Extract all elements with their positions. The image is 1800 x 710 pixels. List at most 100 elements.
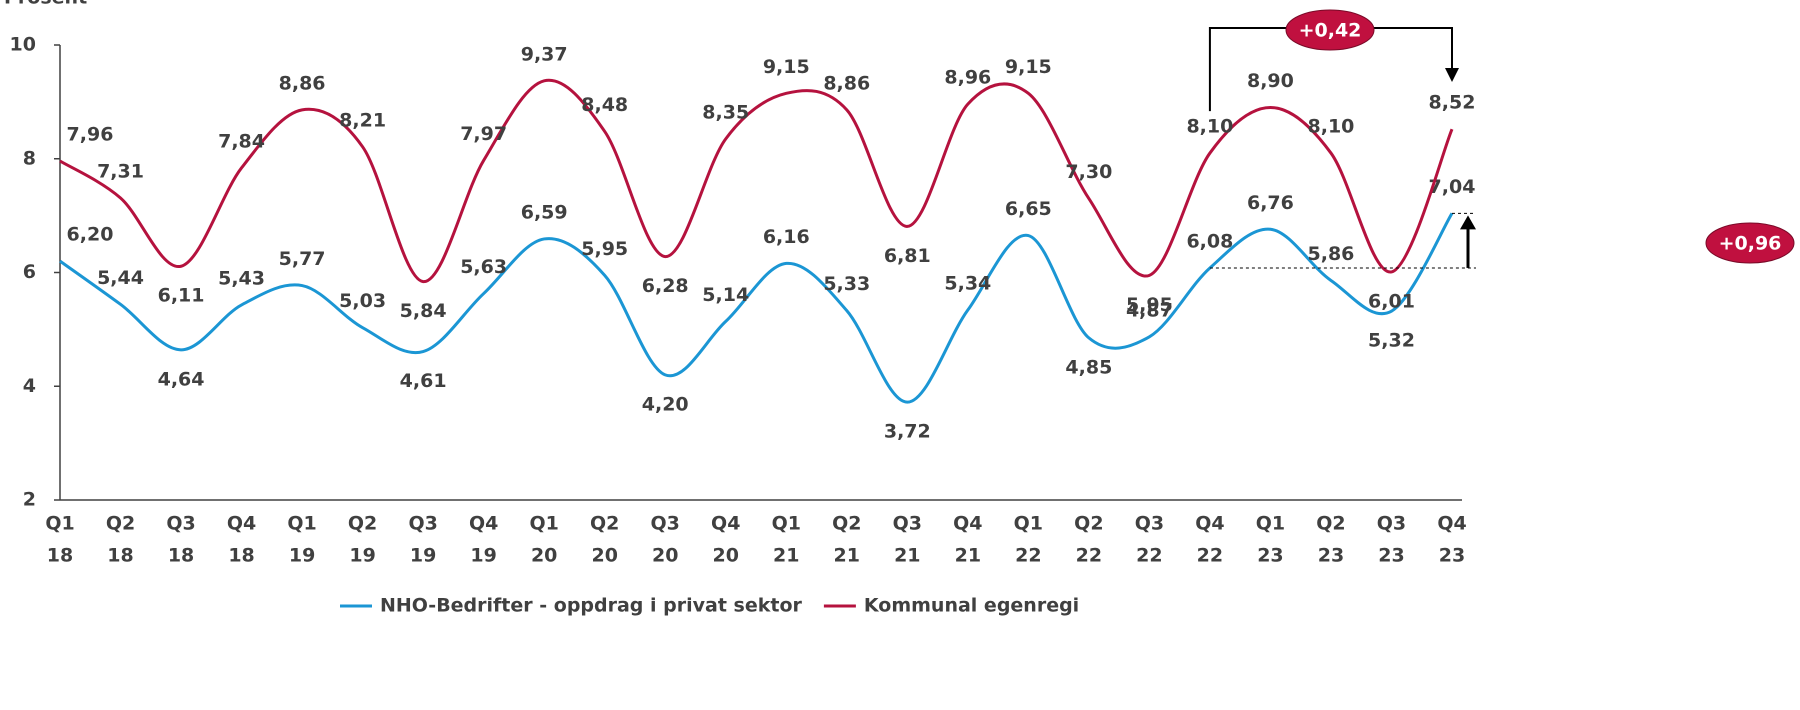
x-tick-label: Q1 — [529, 513, 558, 535]
x-tick-label: Q3 — [893, 513, 922, 535]
x-tick-label: Q2 — [1316, 513, 1345, 535]
x-tick-label: 22 — [1136, 545, 1162, 567]
data-label: 5,95 — [581, 238, 628, 260]
x-tick-label: Q3 — [408, 513, 437, 535]
x-tick-label: 23 — [1257, 545, 1283, 567]
data-label: 8,52 — [1429, 92, 1476, 114]
x-tick-label: Q4 — [711, 513, 740, 535]
data-label: 6,01 — [1368, 290, 1415, 312]
legend-label: Kommunal egenregi — [864, 595, 1079, 617]
data-label: 8,21 — [339, 109, 386, 131]
x-tick-label: 22 — [1015, 545, 1041, 567]
x-tick-label: 18 — [228, 545, 254, 567]
data-label: 7,84 — [218, 130, 265, 152]
data-label: 6,76 — [1247, 192, 1294, 214]
data-label: 4,87 — [1126, 299, 1173, 321]
data-label: 4,20 — [642, 393, 689, 415]
x-tick-label: 23 — [1318, 545, 1344, 567]
data-label: 9,15 — [1005, 56, 1052, 78]
data-label: 8,86 — [823, 72, 870, 94]
x-tick-label: Q1 — [772, 513, 801, 535]
x-tick-label: Q4 — [227, 513, 256, 535]
x-tick-label: 23 — [1378, 545, 1404, 567]
x-tick-label: Q3 — [1135, 513, 1164, 535]
data-label: 5,77 — [279, 248, 326, 270]
data-label: 8,48 — [581, 94, 628, 116]
x-tick-label: 21 — [834, 545, 860, 567]
data-label: 6,08 — [1186, 230, 1233, 252]
data-label: 6,20 — [67, 224, 114, 246]
y-axis-label: Prosent — [4, 0, 87, 9]
x-tick-label: 21 — [955, 545, 981, 567]
arrow-head — [1445, 68, 1459, 82]
y-tick-label: 4 — [23, 375, 36, 397]
x-tick-label: 23 — [1439, 545, 1465, 567]
data-label: 9,15 — [763, 56, 810, 78]
x-tick-label: 22 — [1076, 545, 1102, 567]
data-label: 5,44 — [97, 267, 144, 289]
data-label: 7,04 — [1429, 176, 1476, 198]
data-label: 5,95 — [1126, 294, 1173, 316]
x-tick-label: 20 — [652, 545, 678, 567]
data-label: 5,03 — [339, 290, 386, 312]
data-label: 4,85 — [1065, 356, 1112, 378]
data-label: 6,11 — [158, 285, 205, 307]
x-tick-label: Q3 — [166, 513, 195, 535]
data-label: 7,31 — [97, 160, 144, 182]
annotation: +0,42 — [1299, 20, 1362, 42]
x-tick-label: Q2 — [348, 513, 377, 535]
annotation-badge — [1285, 9, 1375, 51]
x-tick-label: Q1 — [1256, 513, 1285, 535]
data-label: 6,81 — [884, 245, 931, 267]
x-tick-label: Q4 — [953, 513, 982, 535]
x-tick-label: 22 — [1197, 545, 1223, 567]
data-label: 6,59 — [521, 201, 568, 223]
data-label: 7,30 — [1065, 161, 1112, 183]
data-label: 8,86 — [279, 72, 326, 94]
data-label: 5,84 — [400, 300, 447, 322]
x-tick-label: Q1 — [45, 513, 74, 535]
data-label: 3,72 — [884, 421, 931, 443]
x-tick-label: 19 — [470, 545, 496, 567]
x-tick-label: Q2 — [832, 513, 861, 535]
data-label: 8,90 — [1247, 70, 1294, 92]
x-tick-label: Q1 — [1014, 513, 1043, 535]
data-label: 8,10 — [1186, 116, 1233, 138]
x-tick-label: Q2 — [106, 513, 135, 535]
x-tick-label: 18 — [107, 545, 133, 567]
data-label: 6,65 — [1005, 198, 1052, 220]
data-label: 5,33 — [823, 273, 870, 295]
data-label: 5,14 — [702, 284, 749, 306]
x-tick-label: 20 — [591, 545, 617, 567]
data-label: 6,28 — [642, 275, 689, 297]
data-label: 4,61 — [400, 370, 447, 392]
y-tick-label: 10 — [10, 34, 36, 56]
arrow-head — [1460, 215, 1476, 230]
y-tick-label: 2 — [23, 489, 36, 511]
series-line — [59, 212, 1454, 404]
x-tick-label: 19 — [289, 545, 315, 567]
annotation-badge — [1705, 222, 1795, 264]
x-tick-label: Q2 — [1074, 513, 1103, 535]
x-tick-label: 19 — [349, 545, 375, 567]
series-line — [59, 78, 1454, 284]
legend-label: NHO-Bedrifter - oppdrag i privat sektor — [380, 595, 803, 617]
data-label: 5,32 — [1368, 330, 1415, 352]
x-tick-label: Q4 — [469, 513, 498, 535]
data-label: 7,96 — [67, 124, 114, 146]
x-tick-label: 19 — [410, 545, 436, 567]
data-label: 8,35 — [702, 101, 749, 123]
y-tick-label: 6 — [23, 261, 36, 283]
x-tick-label: 18 — [47, 545, 73, 567]
data-label: 7,97 — [460, 123, 507, 145]
x-tick-label: Q1 — [287, 513, 316, 535]
data-label: 5,86 — [1308, 243, 1355, 265]
x-tick-label: 18 — [168, 545, 194, 567]
data-label: 4,64 — [158, 368, 205, 390]
x-tick-label: Q4 — [1195, 513, 1224, 535]
data-label: 8,96 — [944, 67, 991, 89]
x-tick-label: 20 — [531, 545, 557, 567]
y-tick-label: 8 — [23, 147, 36, 169]
data-label: 9,37 — [521, 43, 568, 65]
